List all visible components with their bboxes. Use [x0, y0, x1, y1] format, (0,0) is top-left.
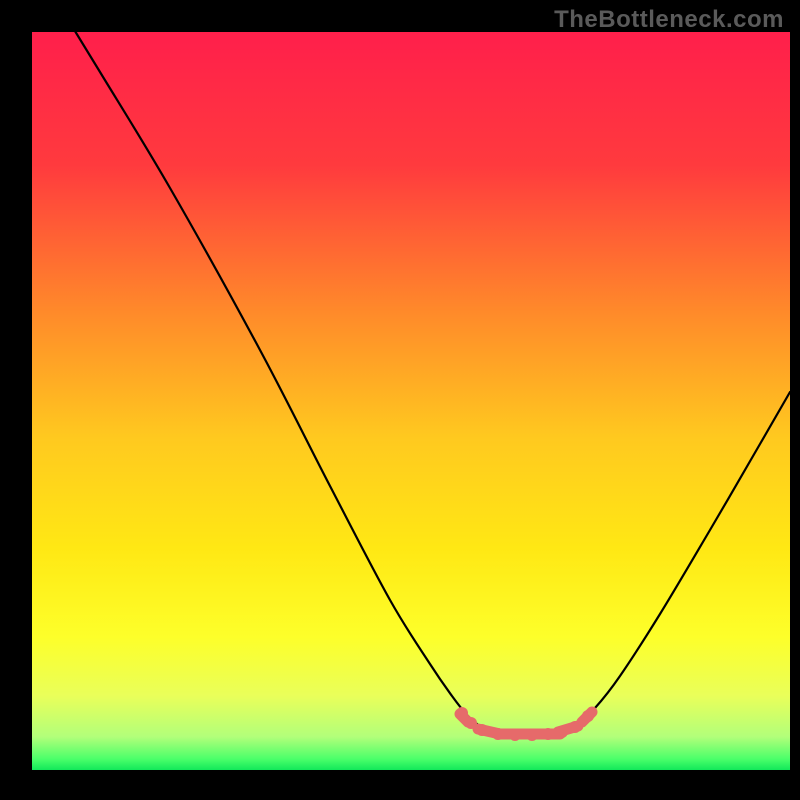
highlight-dot — [542, 728, 554, 740]
highlight-dot — [476, 724, 488, 736]
highlight-dot — [456, 707, 468, 719]
highlight-dot — [509, 729, 521, 741]
highlight-dot — [465, 717, 477, 729]
highlight-dot — [492, 728, 504, 740]
curve-layer-svg — [0, 0, 800, 800]
highlight-dot — [526, 729, 538, 741]
chart-frame: TheBottleneck.com — [0, 0, 800, 800]
highlight-dot — [556, 726, 568, 738]
highlight-dot — [582, 710, 594, 722]
watermark-label: TheBottleneck.com — [554, 6, 784, 34]
highlight-dot — [569, 721, 581, 733]
optimal-range-highlight — [456, 707, 594, 741]
bottleneck-curve — [56, 0, 790, 736]
